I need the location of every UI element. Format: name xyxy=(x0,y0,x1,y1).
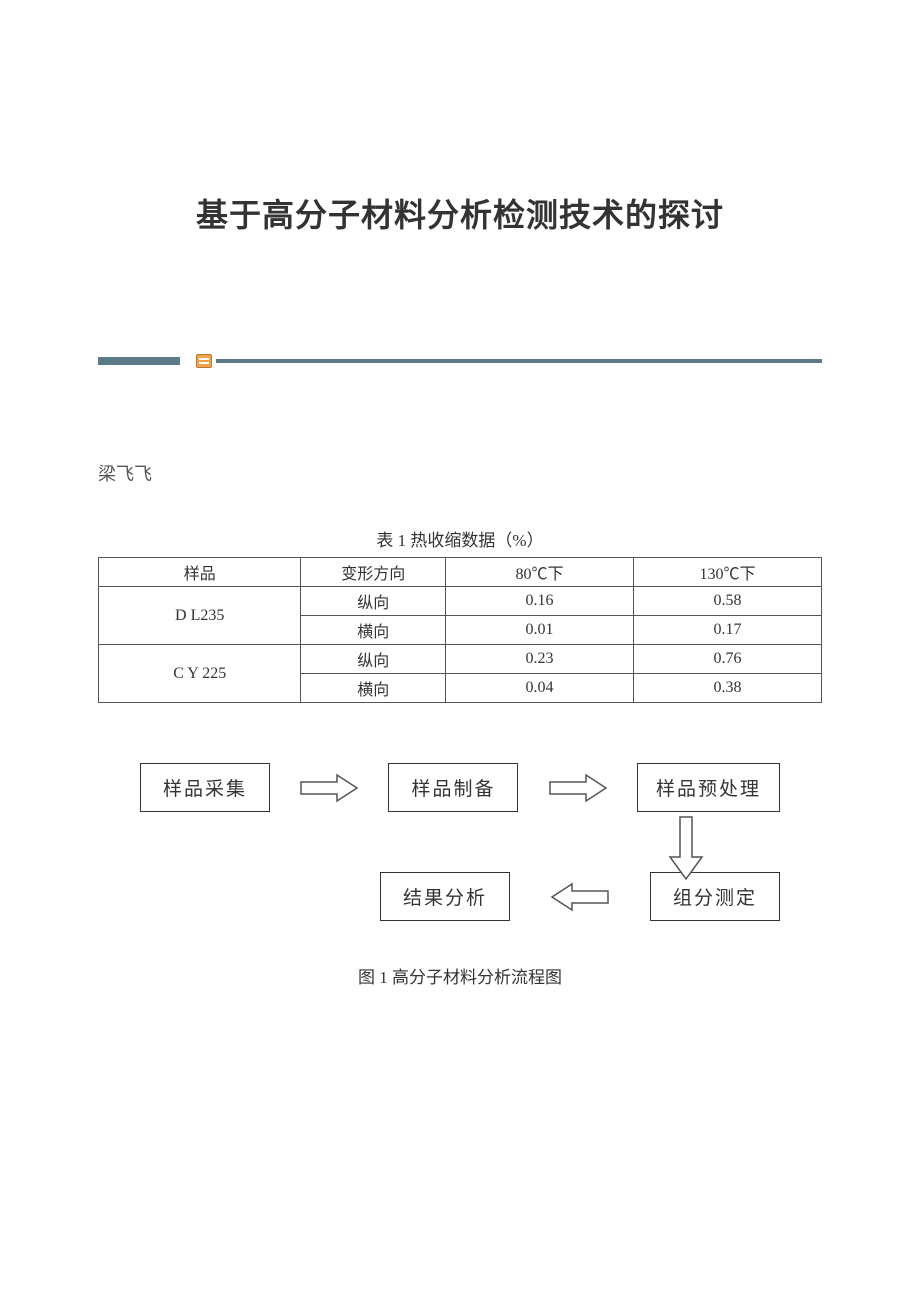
divider-bar-left xyxy=(98,357,180,365)
cell-v130: 0.58 xyxy=(634,587,822,616)
document-title: 基于高分子材料分析检测技术的探讨 xyxy=(98,190,822,236)
flow-node-result-analysis: 结果分析 xyxy=(380,872,510,921)
cell-v130: 0.38 xyxy=(634,674,822,703)
section-divider xyxy=(98,354,822,368)
table-row: D L235 纵向 0.16 0.58 xyxy=(99,587,822,616)
arrow-right-icon xyxy=(548,771,608,805)
arrow-left-icon xyxy=(550,880,610,914)
author-name: 梁飞飞 xyxy=(98,460,822,486)
table-row: C Y 225 纵向 0.23 0.76 xyxy=(99,645,822,674)
table-header-row: 样品 变形方向 80℃下 130℃下 xyxy=(99,558,822,587)
cell-sample: D L235 xyxy=(99,587,301,645)
cell-v80: 0.16 xyxy=(446,587,634,616)
arrow-down-icon xyxy=(666,815,706,881)
arrow-right-icon xyxy=(299,771,359,805)
cell-direction: 纵向 xyxy=(301,587,446,616)
cell-sample: C Y 225 xyxy=(99,645,301,703)
cell-v130: 0.76 xyxy=(634,645,822,674)
cell-direction: 横向 xyxy=(301,674,446,703)
col-header-direction: 变形方向 xyxy=(301,558,446,587)
cell-v80: 0.04 xyxy=(446,674,634,703)
cell-direction: 横向 xyxy=(301,616,446,645)
col-header-130c: 130℃下 xyxy=(634,558,822,587)
flow-node-sample-prep: 样品制备 xyxy=(388,763,518,812)
flow-node-sample-collect: 样品采集 xyxy=(140,763,270,812)
col-header-80c: 80℃下 xyxy=(446,558,634,587)
divider-bar-right xyxy=(216,359,822,363)
col-header-sample: 样品 xyxy=(99,558,301,587)
divider-button-icon xyxy=(196,354,212,368)
shrinkage-table: 样品 变形方向 80℃下 130℃下 D L235 纵向 0.16 0.58 横… xyxy=(98,557,822,703)
figure-caption: 图 1 高分子材料分析流程图 xyxy=(98,963,822,988)
cell-v130: 0.17 xyxy=(634,616,822,645)
flowchart: 样品采集 样品制备 样品预处理 结果分析 组分测定 xyxy=(140,763,780,921)
cell-direction: 纵向 xyxy=(301,645,446,674)
cell-v80: 0.01 xyxy=(446,616,634,645)
table-caption: 表 1 热收缩数据（%） xyxy=(98,526,822,551)
cell-v80: 0.23 xyxy=(446,645,634,674)
flow-node-sample-pretreat: 样品预处理 xyxy=(637,763,780,812)
